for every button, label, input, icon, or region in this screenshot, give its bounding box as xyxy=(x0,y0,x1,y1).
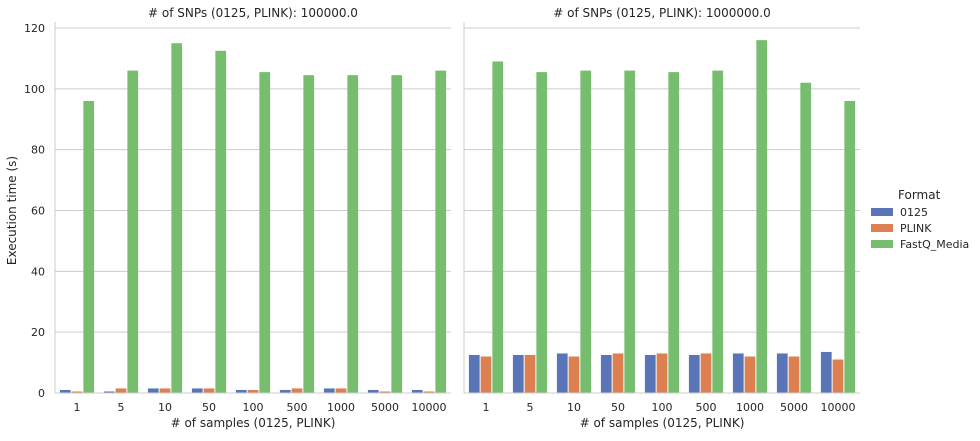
bar-FastQ_Media-50 xyxy=(624,70,636,393)
bar-FastQ_Media-10 xyxy=(171,43,183,393)
panel-1: 0 20 40 60 80 100 120 Execution time (s) 1 5 10 50 1… xyxy=(5,6,451,430)
x-tick-label: 10 xyxy=(158,401,172,414)
x-tick-label: 500 xyxy=(696,401,717,414)
panel-title: # of SNPs (0125, PLINK): 1000000.0 xyxy=(553,6,771,20)
bar-FastQ_Media-10 xyxy=(580,70,592,393)
panel-2: 1 5 10 50 100 500 1000 5000 10000 # of samples (0… xyxy=(463,6,860,430)
bar-PLINK-10 xyxy=(568,356,580,393)
bar-0125-100 xyxy=(644,354,656,393)
bar-PLINK-1 xyxy=(71,391,83,393)
bar-FastQ_Media-10000 xyxy=(435,70,447,393)
bar-PLINK-10000 xyxy=(832,359,844,393)
bar-PLINK-10000 xyxy=(423,391,435,393)
bar-FastQ_Media-50 xyxy=(215,50,227,393)
legend-label-FastQ_Media: FastQ_Media xyxy=(900,238,969,251)
bar-0125-100 xyxy=(235,389,247,393)
bar-FastQ_Media-100 xyxy=(259,72,271,394)
legend-title: Format xyxy=(898,188,941,202)
bar-PLINK-50 xyxy=(203,388,215,393)
x-tick-label: 1 xyxy=(483,401,490,414)
x-tick-label: 100 xyxy=(652,401,673,414)
x-tick-label: 500 xyxy=(287,401,308,414)
y-tick-label: 40 xyxy=(31,265,45,278)
bar-0125-10 xyxy=(556,353,568,393)
x-tick-label: 1 xyxy=(74,401,81,414)
bar-0125-500 xyxy=(279,389,291,393)
x-tick-label: 5 xyxy=(118,401,125,414)
bar-0125-5 xyxy=(512,354,524,393)
x-tick-label: 5000 xyxy=(371,401,399,414)
bar-PLINK-1000 xyxy=(335,388,347,393)
x-tick-label: 50 xyxy=(611,401,625,414)
bar-FastQ_Media-500 xyxy=(712,70,724,393)
x-tick-label: 5000 xyxy=(780,401,808,414)
bar-FastQ_Media-5000 xyxy=(800,82,812,393)
bar-0125-5000 xyxy=(367,389,379,393)
y-axis-title: Execution time (s) xyxy=(5,156,19,265)
panel-title: # of SNPs (0125, PLINK): 100000.0 xyxy=(148,6,358,20)
bar-FastQ_Media-10000 xyxy=(844,101,856,393)
x-tick-label: 100 xyxy=(243,401,264,414)
bar-PLINK-100 xyxy=(656,353,668,393)
bar-PLINK-100 xyxy=(247,389,259,393)
bar-PLINK-1 xyxy=(480,356,492,393)
x-tick-label: 1000 xyxy=(736,401,764,414)
bar-FastQ_Media-500 xyxy=(303,75,315,393)
y-tick-label: 80 xyxy=(31,144,45,157)
bar-0125-500 xyxy=(688,354,700,393)
x-tick-label: 10 xyxy=(567,401,581,414)
legend-items: 0125 PLINK FastQ_Media xyxy=(871,206,969,251)
bar-0125-50 xyxy=(191,388,203,393)
x-tick-label: 5 xyxy=(527,401,534,414)
y-tick-label: 60 xyxy=(31,205,45,218)
legend-label-0125: 0125 xyxy=(900,206,928,219)
y-tick-label: 120 xyxy=(24,22,45,35)
y-tick-label: 20 xyxy=(31,326,45,339)
bar-FastQ_Media-5 xyxy=(536,72,548,394)
bar-FastQ_Media-5 xyxy=(127,70,139,393)
bar-PLINK-5000 xyxy=(379,391,391,393)
bar-PLINK-500 xyxy=(700,353,712,393)
bar-0125-1000 xyxy=(323,388,335,393)
legend-swatch-FastQ_Media xyxy=(871,240,893,248)
legend-swatch-PLINK xyxy=(871,224,893,232)
bar-PLINK-10 xyxy=(159,388,171,393)
bar-0125-5 xyxy=(103,391,115,393)
x-tick-label: 10000 xyxy=(412,401,447,414)
x-axis-title: # of samples (0125, PLINK) xyxy=(580,416,745,430)
bar-0125-10 xyxy=(147,388,159,393)
bar-FastQ_Media-1 xyxy=(83,101,95,393)
bar-0125-10000 xyxy=(411,389,423,393)
bar-0125-5000 xyxy=(776,353,788,393)
bar-0125-10000 xyxy=(820,351,832,393)
x-tick-label: 1000 xyxy=(327,401,355,414)
bar-0125-1 xyxy=(468,354,480,393)
x-axis-title: # of samples (0125, PLINK) xyxy=(171,416,336,430)
bar-FastQ_Media-5000 xyxy=(391,75,403,393)
bar-PLINK-50 xyxy=(612,353,624,393)
bar-PLINK-5 xyxy=(524,354,536,393)
y-tick-label: 100 xyxy=(24,83,45,96)
bar-FastQ_Media-1 xyxy=(492,61,504,393)
legend-label-PLINK: PLINK xyxy=(900,222,932,235)
bar-0125-50 xyxy=(600,354,612,393)
bar-PLINK-500 xyxy=(291,388,303,393)
y-tick-label: 0 xyxy=(38,387,45,400)
bar-PLINK-1000 xyxy=(744,356,756,393)
legend: Format 0125 PLINK FastQ_Media xyxy=(871,188,969,251)
bar-FastQ_Media-100 xyxy=(668,72,680,394)
bar-FastQ_Media-1000 xyxy=(347,75,359,393)
bar-PLINK-5000 xyxy=(788,356,800,393)
x-tick-label: 10000 xyxy=(821,401,856,414)
bar-FastQ_Media-1000 xyxy=(756,40,768,394)
bar-0125-1000 xyxy=(732,353,744,393)
legend-swatch-0125 xyxy=(871,208,893,216)
bar-PLINK-5 xyxy=(115,388,127,393)
bar-0125-1 xyxy=(59,389,71,393)
x-tick-label: 50 xyxy=(202,401,216,414)
